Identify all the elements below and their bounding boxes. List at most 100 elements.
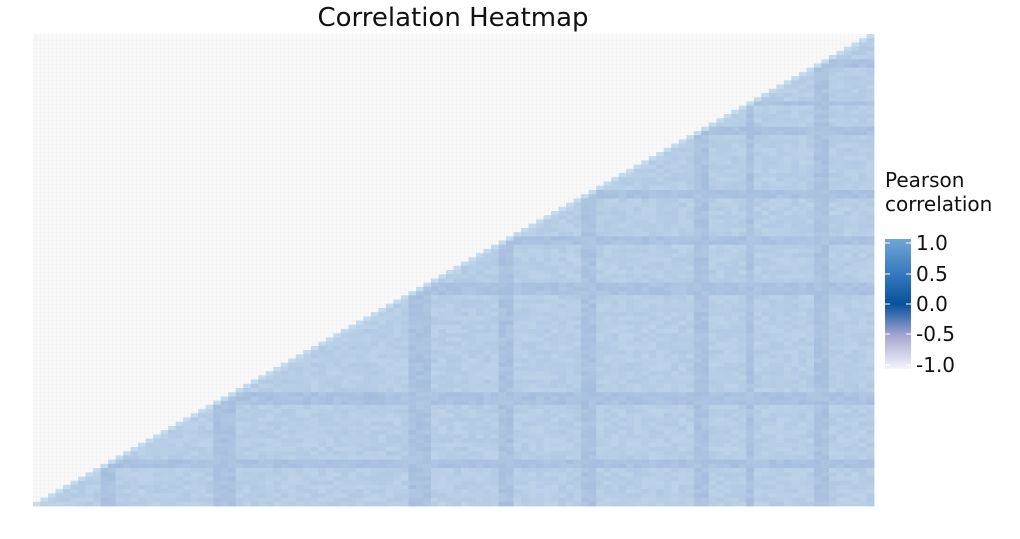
heatmap-cell — [836, 417, 845, 423]
heatmap-cell — [393, 434, 402, 439]
heatmap-cell — [175, 442, 184, 448]
heatmap-cell — [783, 253, 792, 258]
heatmap-cell — [438, 392, 447, 397]
heatmap-cell — [506, 392, 514, 397]
heatmap-cell — [618, 375, 627, 380]
heatmap-cell — [858, 130, 867, 136]
heatmap-cell — [408, 434, 417, 439]
heatmap-cell — [235, 388, 244, 393]
heatmap-cell — [521, 388, 529, 393]
heatmap-cell — [536, 375, 545, 380]
heatmap-cell — [168, 442, 177, 448]
heatmap-cell — [821, 404, 830, 410]
heatmap-cell — [776, 320, 785, 326]
heatmap-cell — [656, 362, 665, 368]
heatmap-cell — [836, 164, 845, 170]
heatmap-cell — [626, 181, 635, 187]
heatmap-cell — [701, 227, 710, 233]
heatmap-cell — [701, 442, 710, 448]
heatmap-cell — [828, 105, 837, 111]
heatmap-cell — [693, 371, 702, 376]
heatmap-cell — [340, 388, 349, 393]
heatmap-cell — [423, 341, 432, 347]
heatmap-cell — [415, 409, 424, 414]
heatmap-cell — [791, 164, 800, 170]
heatmap-cell — [843, 152, 852, 157]
heatmap-cell — [378, 421, 387, 427]
heatmap-cell — [813, 181, 822, 187]
heatmap-cell — [768, 345, 777, 351]
heatmap-cell — [776, 392, 785, 397]
heatmap-cell — [536, 337, 545, 343]
heatmap-cell — [731, 177, 740, 182]
heatmap-cell — [453, 366, 462, 372]
heatmap-cell — [385, 434, 394, 439]
heatmap-cell — [461, 400, 469, 406]
heatmap-cell — [491, 392, 499, 397]
heatmap-cell — [716, 219, 725, 225]
heatmap-cell — [476, 366, 484, 372]
heatmap-cell — [656, 375, 665, 380]
heatmap-cell — [633, 168, 642, 174]
heatmap-cell — [813, 240, 822, 246]
heatmap-cell — [671, 274, 680, 279]
heatmap-cell — [678, 371, 687, 376]
heatmap-cell — [160, 430, 169, 435]
heatmap-cell — [701, 244, 710, 250]
heatmap-cell — [596, 215, 605, 220]
heatmap-cell — [415, 400, 424, 406]
heatmap-cell — [768, 333, 777, 338]
heatmap-cell — [603, 236, 612, 241]
heatmap-cell — [506, 291, 514, 296]
heatmap-cell — [453, 362, 462, 368]
heatmap-cell — [708, 265, 717, 271]
heatmap-cell — [708, 240, 717, 246]
heatmap-cell — [521, 430, 529, 435]
heatmap-cell — [843, 434, 852, 439]
heatmap-cell — [543, 409, 552, 414]
heatmap-cell — [858, 223, 867, 229]
heatmap-cell — [438, 371, 447, 376]
heatmap-cell — [731, 206, 740, 212]
heatmap-cell — [491, 404, 499, 410]
heatmap-cell — [806, 240, 815, 246]
heatmap-cell — [618, 227, 627, 233]
heatmap-cell — [618, 240, 627, 246]
heatmap-cell — [851, 219, 860, 225]
heatmap-cell — [506, 388, 514, 393]
heatmap-cell — [813, 442, 822, 448]
heatmap-cell — [701, 177, 710, 182]
heatmap-cell — [723, 316, 732, 321]
heatmap-cell — [843, 430, 852, 435]
heatmap-cell — [693, 244, 702, 250]
heatmap-cell — [731, 248, 740, 254]
heatmap-cell — [483, 392, 492, 397]
heatmap-cell — [761, 396, 770, 402]
heatmap-cell — [776, 438, 785, 444]
heatmap-cell — [445, 316, 454, 321]
heatmap-cell — [393, 333, 402, 338]
heatmap-cell — [476, 417, 484, 423]
heatmap-cell — [603, 291, 612, 296]
heatmap-cell — [813, 388, 822, 393]
heatmap-cell — [738, 324, 747, 330]
heatmap-cell — [746, 147, 755, 153]
heatmap-cell — [618, 257, 627, 262]
heatmap-cell — [581, 396, 590, 402]
heatmap-cell — [295, 421, 304, 427]
heatmap-cell — [220, 430, 229, 435]
heatmap-cell — [813, 375, 822, 380]
heatmap-cell — [663, 156, 672, 161]
heatmap-cell — [648, 320, 657, 326]
heatmap-cell — [528, 232, 537, 237]
heatmap-cell — [723, 409, 732, 414]
heatmap-cell — [310, 345, 319, 351]
heatmap-cell — [783, 257, 792, 262]
heatmap-cell — [438, 299, 447, 305]
heatmap-cell — [370, 333, 379, 338]
heatmap-cell — [708, 257, 717, 262]
heatmap-cell — [648, 240, 657, 246]
heatmap-cell — [536, 324, 545, 330]
heatmap-cell — [866, 400, 875, 406]
heatmap-cell — [678, 438, 687, 444]
